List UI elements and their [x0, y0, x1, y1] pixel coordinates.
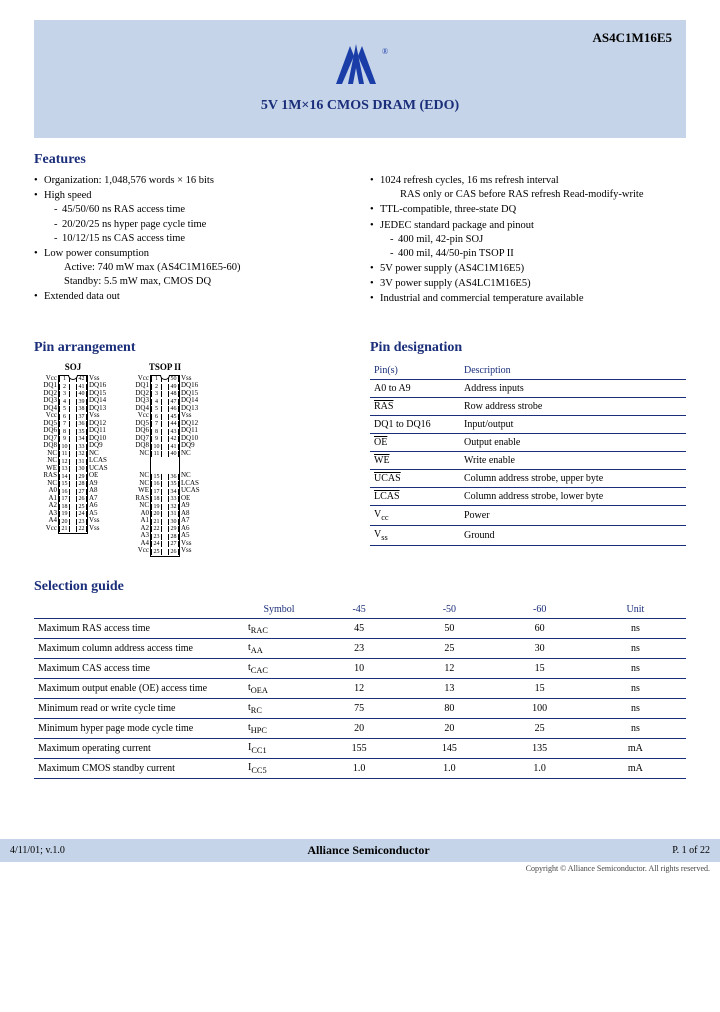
selection-row: Minimum hyper page mode cycle timetHPC20… — [34, 718, 686, 738]
footer-copyright: Copyright © Alliance Semiconductor. All … — [0, 862, 720, 879]
selection-row: Maximum operating currentICC1155145135mA — [34, 738, 686, 758]
pin-row: VssGround — [370, 525, 686, 545]
features-block: Organization: 1,048,576 words × 16 bitsH… — [34, 174, 686, 308]
pin-row: VccPower — [370, 505, 686, 525]
feature-item: Extended data out — [34, 290, 350, 304]
svg-text:®: ® — [382, 47, 388, 56]
pin-row: DQ1 to DQ16Input/output — [370, 415, 686, 433]
features-heading: Features — [34, 152, 686, 168]
feature-item: TTL-compatible, three-state DQ — [370, 203, 686, 217]
pin-row: OEOutput enable — [370, 433, 686, 451]
part-number: AS4C1M16E5 — [593, 30, 672, 46]
logo: ® — [48, 36, 672, 92]
selection-row: Maximum RAS access timetRAC455060ns — [34, 618, 686, 638]
selection-row: Minimum read or write cycle timetRC75801… — [34, 698, 686, 718]
feature-item: Industrial and commercial temperature av… — [370, 292, 686, 306]
pin-designation-table: Pin(s)Description A0 to A9Address inputs… — [370, 362, 686, 546]
selection-guide-table: Symbol-45-50-60Unit Maximum RAS access t… — [34, 601, 686, 779]
feature-item: 5V power supply (AS4C1M16E5) — [370, 262, 686, 276]
footer-bar: 4/11/01; v.1.0 Alliance Semiconductor P.… — [0, 839, 720, 862]
footer-company: Alliance Semiconductor — [307, 843, 429, 858]
pin-row: RASRow address strobe — [370, 397, 686, 415]
selection-row: Maximum CMOS standby currentICC51.01.01.… — [34, 758, 686, 778]
pin-arrangement-heading: Pin arrangement — [34, 340, 350, 356]
pin-diagram: SOJVccDQ1DQ2DQ3DQ4VccDQ5DQ6DQ7DQ8NCNCWER… — [34, 362, 350, 557]
feature-item: 3V power supply (AS4LC1M16E5) — [370, 277, 686, 291]
header-banner: AS4C1M16E5 ® 5V 1M×16 CMOS DRAM (EDO) — [34, 20, 686, 138]
pin-row: A0 to A9Address inputs — [370, 379, 686, 397]
footer-date: 4/11/01; v.1.0 — [10, 845, 65, 856]
pin-designation-heading: Pin designation — [370, 340, 686, 356]
feature-item: JEDEC standard package and pinout400 mil… — [370, 219, 686, 262]
feature-item: 1024 refresh cycles, 16 ms refresh inter… — [370, 174, 686, 202]
feature-item: Organization: 1,048,576 words × 16 bits — [34, 174, 350, 188]
page-title: 5V 1M×16 CMOS DRAM (EDO) — [48, 98, 672, 114]
footer-page: P. 1 of 22 — [672, 845, 710, 856]
selection-guide-heading: Selection guide — [34, 579, 686, 595]
pin-row: UCASColumn address strobe, upper byte — [370, 469, 686, 487]
pin-row: LCASColumn address strobe, lower byte — [370, 487, 686, 505]
pin-row: WEWrite enable — [370, 451, 686, 469]
selection-row: Maximum CAS access timetCAC101215ns — [34, 658, 686, 678]
selection-row: Maximum column address access timetAA232… — [34, 638, 686, 658]
feature-item: Low power consumptionActive: 740 mW max … — [34, 247, 350, 290]
feature-item: High speed45/50/60 ns RAS access time20/… — [34, 189, 350, 246]
selection-row: Maximum output enable (OE) access timetO… — [34, 678, 686, 698]
